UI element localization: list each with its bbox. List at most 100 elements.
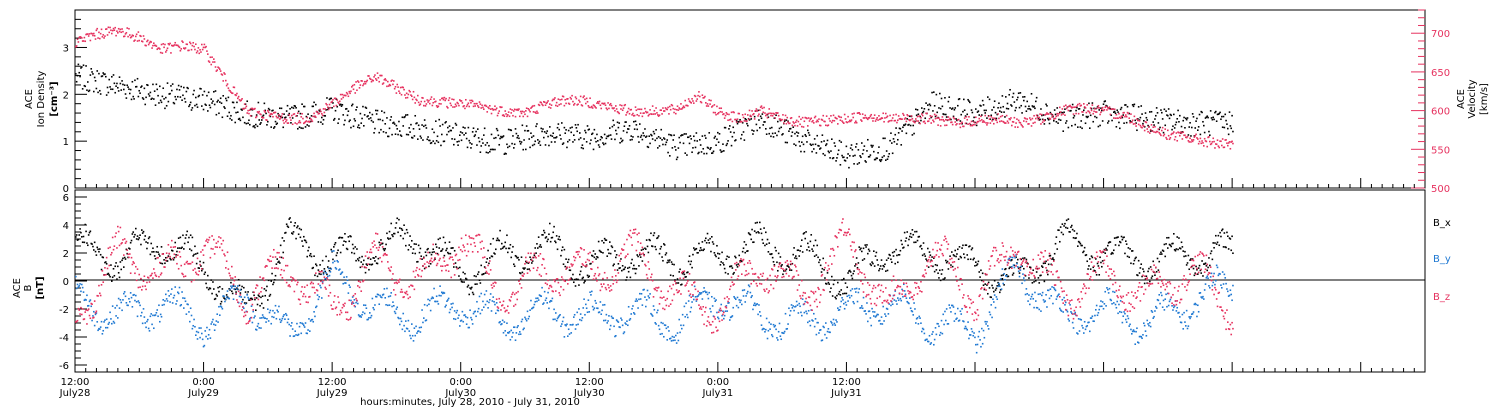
velocity-point bbox=[1227, 144, 1229, 147]
bx-point bbox=[1107, 242, 1110, 244]
velocity-point bbox=[185, 43, 188, 45]
by-point bbox=[287, 318, 290, 321]
ion-density-point bbox=[472, 127, 475, 130]
velocity-point bbox=[948, 118, 951, 121]
velocity-point bbox=[730, 111, 733, 114]
velocity-point bbox=[912, 120, 915, 123]
velocity-point bbox=[88, 33, 91, 35]
ion-density-point bbox=[303, 105, 305, 108]
ion-density-point bbox=[1104, 100, 1107, 102]
velocity-point bbox=[340, 98, 343, 100]
ion-density-point bbox=[602, 142, 604, 144]
ion-density-point bbox=[746, 122, 748, 125]
by-point bbox=[459, 325, 461, 327]
velocity-point bbox=[1040, 123, 1042, 125]
velocity-point bbox=[791, 124, 794, 127]
by-point bbox=[302, 323, 304, 325]
velocity-point bbox=[517, 109, 519, 112]
velocity-point bbox=[1117, 117, 1119, 120]
velocity-point bbox=[206, 50, 208, 52]
ion-density-point bbox=[817, 144, 819, 147]
bx-point bbox=[505, 247, 507, 250]
bx-point bbox=[608, 252, 610, 255]
ion-density-point bbox=[300, 127, 303, 129]
velocity-point bbox=[1169, 136, 1172, 139]
ion-density-point bbox=[1185, 117, 1187, 120]
ion-density-point bbox=[1033, 105, 1035, 108]
bx-point bbox=[823, 268, 825, 271]
bx-point bbox=[622, 268, 625, 271]
velocity-point bbox=[284, 118, 286, 120]
bx-point bbox=[234, 288, 237, 291]
ion-density-point bbox=[417, 124, 420, 127]
bx-point bbox=[520, 256, 523, 259]
by-point bbox=[357, 314, 360, 316]
bx-point bbox=[646, 245, 649, 248]
by-point bbox=[434, 300, 436, 303]
velocity-point bbox=[392, 83, 394, 86]
velocity-point bbox=[164, 43, 166, 46]
bx-point bbox=[847, 272, 849, 274]
velocity-point bbox=[493, 108, 495, 111]
bx-point bbox=[717, 252, 719, 255]
velocity-point bbox=[558, 103, 561, 106]
velocity-point bbox=[918, 115, 921, 117]
bx-point bbox=[440, 250, 442, 252]
bx-point bbox=[775, 249, 777, 252]
velocity-point bbox=[369, 77, 371, 80]
by-point bbox=[226, 290, 229, 292]
velocity-point bbox=[1149, 132, 1151, 134]
by-point bbox=[132, 294, 135, 296]
bx-point bbox=[133, 236, 135, 238]
bx-point bbox=[1164, 255, 1167, 258]
velocity-point bbox=[702, 97, 705, 99]
bx-point bbox=[185, 234, 188, 236]
bx-point bbox=[1183, 255, 1185, 258]
by-point bbox=[174, 286, 177, 288]
bx-point bbox=[666, 261, 669, 264]
ion-density-point bbox=[519, 140, 521, 143]
by-point bbox=[221, 307, 224, 310]
ion-density-point bbox=[417, 138, 419, 140]
ion-density-point bbox=[526, 130, 529, 132]
bx-point bbox=[968, 245, 970, 248]
by-point bbox=[288, 323, 291, 326]
by-point bbox=[495, 312, 497, 315]
velocity-point bbox=[1144, 121, 1147, 123]
velocity-point bbox=[665, 108, 668, 110]
ion-density-point bbox=[957, 98, 960, 101]
velocity-point bbox=[135, 35, 137, 38]
velocity-point bbox=[1099, 113, 1101, 116]
velocity-point bbox=[486, 111, 489, 113]
velocity-point bbox=[140, 35, 142, 38]
bx-point bbox=[429, 251, 431, 254]
bx-point bbox=[1031, 282, 1034, 284]
ion-density-point bbox=[1006, 102, 1009, 105]
by-point bbox=[543, 290, 546, 293]
velocity-point bbox=[642, 112, 645, 115]
bx-point bbox=[573, 281, 575, 284]
bx-point bbox=[285, 231, 287, 234]
ion-density-point bbox=[718, 133, 721, 135]
velocity-point bbox=[417, 101, 420, 104]
ion-density-point bbox=[313, 101, 315, 104]
bx-point bbox=[322, 272, 325, 274]
velocity-point bbox=[337, 101, 339, 104]
velocity-point bbox=[1133, 115, 1136, 118]
bx-point bbox=[1180, 241, 1183, 244]
ion-density-point bbox=[516, 136, 519, 139]
velocity-point bbox=[198, 52, 201, 55]
velocity-point bbox=[424, 105, 427, 107]
bx-point bbox=[303, 235, 305, 238]
velocity-point bbox=[894, 119, 897, 122]
bx-point bbox=[1044, 262, 1047, 265]
ion-density-point bbox=[1184, 127, 1186, 129]
ion-density-point bbox=[1017, 92, 1020, 95]
bx-point bbox=[196, 252, 199, 255]
velocity-point bbox=[644, 107, 646, 110]
bx-point bbox=[220, 300, 223, 303]
velocity-point bbox=[829, 120, 831, 122]
by-point bbox=[417, 330, 420, 332]
velocity-point bbox=[105, 28, 108, 30]
bx-point bbox=[112, 267, 115, 270]
